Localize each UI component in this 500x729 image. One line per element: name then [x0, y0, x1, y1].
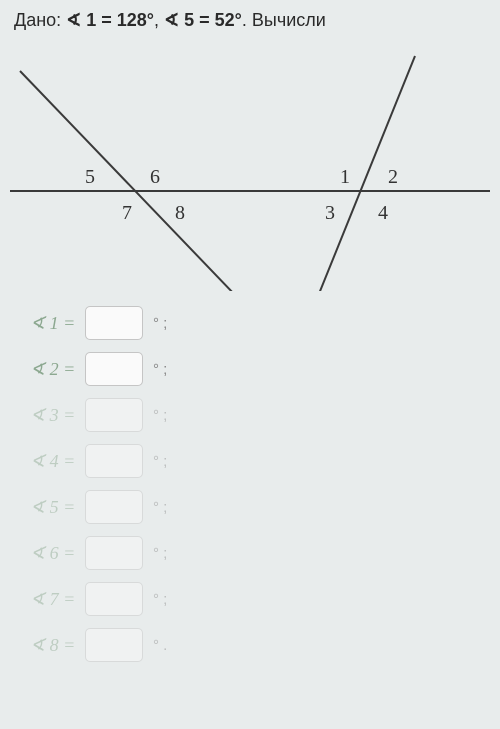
answer-input-4[interactable]: [85, 444, 143, 478]
answer-row-3: ∢ 3 = ° ;: [30, 398, 470, 432]
answer-end: ° ;: [153, 591, 167, 608]
given-suffix: . Вычисли: [242, 10, 326, 30]
answer-end: ° ;: [153, 453, 167, 470]
answer-input-6[interactable]: [85, 536, 143, 570]
answer-input-3[interactable]: [85, 398, 143, 432]
given-prefix: Дано:: [14, 10, 61, 30]
answer-end: ° ;: [153, 315, 167, 332]
answer-row-6: ∢ 6 = ° ;: [30, 536, 470, 570]
answer-input-5[interactable]: [85, 490, 143, 524]
angle-label-2: 2: [388, 166, 398, 188]
answer-input-8[interactable]: [85, 628, 143, 662]
answer-row-8: ∢ 8 = ° .: [30, 628, 470, 662]
answer-end: ° .: [153, 637, 167, 654]
answer-label: ∢ 6 =: [30, 543, 85, 564]
angle-label-4: 4: [378, 202, 388, 224]
given-angle-1: ∢ 1 = 128°: [66, 10, 154, 30]
given-sep: ,: [154, 10, 159, 30]
answers-block: ∢ 1 = ° ; ∢ 2 = ° ; ∢ 3 = ° ; ∢ 4 = ° ; …: [0, 296, 500, 684]
given-angle-5: ∢ 5 = 52°: [164, 10, 242, 30]
answer-label: ∢ 2 =: [30, 359, 85, 380]
answer-input-2[interactable]: [85, 352, 143, 386]
answer-label: ∢ 4 =: [30, 451, 85, 472]
answer-row-4: ∢ 4 = ° ;: [30, 444, 470, 478]
answer-label: ∢ 8 =: [30, 635, 85, 656]
answer-input-7[interactable]: [85, 582, 143, 616]
angle-label-3: 3: [325, 202, 335, 224]
answer-end: ° ;: [153, 407, 167, 424]
angle-label-8: 8: [175, 202, 185, 224]
answer-end: ° ;: [153, 545, 167, 562]
geometry-diagram: 5 6 7 8 1 2 3 4: [0, 41, 500, 291]
answer-row-1: ∢ 1 = ° ;: [30, 306, 470, 340]
answer-label: ∢ 5 =: [30, 497, 85, 518]
answer-row-7: ∢ 7 = ° ;: [30, 582, 470, 616]
answer-end: ° ;: [153, 499, 167, 516]
angle-label-6: 6: [150, 166, 160, 188]
answer-row-2: ∢ 2 = ° ;: [30, 352, 470, 386]
right-transversal: [310, 56, 415, 291]
problem-statement: Дано: ∢ 1 = 128°, ∢ 5 = 52°. Вычисли: [0, 0, 500, 41]
angle-label-1: 1: [340, 166, 350, 188]
answer-label: ∢ 1 =: [30, 313, 85, 334]
answer-label: ∢ 7 =: [30, 589, 85, 610]
angle-label-7: 7: [122, 202, 132, 224]
answer-input-1[interactable]: [85, 306, 143, 340]
answer-row-5: ∢ 5 = ° ;: [30, 490, 470, 524]
angle-label-5: 5: [85, 166, 95, 188]
answer-label: ∢ 3 =: [30, 405, 85, 426]
answer-end: ° ;: [153, 361, 167, 378]
left-transversal: [20, 71, 260, 291]
